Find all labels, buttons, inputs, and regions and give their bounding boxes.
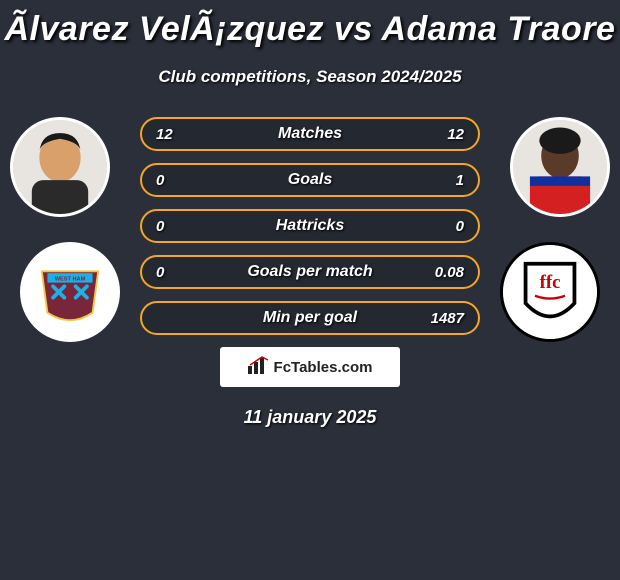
stats-list: 12 Matches 12 0 Goals 1 0 Hattricks 0 0 … <box>140 117 480 335</box>
club-right-badge: ffc <box>500 242 600 342</box>
page-title: Ãlvarez VelÃ¡zquez vs Adama Traore <box>0 0 620 49</box>
stat-label: Hattricks <box>276 217 344 235</box>
player-left-avatar <box>10 117 110 217</box>
stat-value-right: 1487 <box>431 310 464 327</box>
stat-value-left: 0 <box>156 172 164 189</box>
comparison-date: 11 january 2025 <box>0 407 620 428</box>
stat-row: 12 Matches 12 <box>140 117 480 151</box>
player-right-image <box>513 120 607 214</box>
player-right-avatar <box>510 117 610 217</box>
stat-value-right: 0.08 <box>435 264 464 281</box>
stat-value-right: 1 <box>456 172 464 189</box>
logo-text: FcTables.com <box>274 359 373 376</box>
stat-row: 0 Goals per match 0.08 <box>140 255 480 289</box>
stat-row: 0 Goals 1 <box>140 163 480 197</box>
stat-value-left: 0 <box>156 218 164 235</box>
stat-row: 0 Hattricks 0 <box>140 209 480 243</box>
stat-value-right: 12 <box>447 126 464 143</box>
fulham-badge-icon: ffc <box>503 245 597 339</box>
stat-label: Min per goal <box>263 309 357 327</box>
bar-chart-icon <box>248 356 270 378</box>
svg-text:ffc: ffc <box>540 272 561 293</box>
stat-row: Min per goal 1487 <box>140 301 480 335</box>
comparison-content: WEST HAM ffc 12 Matches 12 0 Goals 1 0 H… <box>0 117 620 428</box>
stat-label: Goals per match <box>247 263 372 281</box>
subtitle: Club competitions, Season 2024/2025 <box>0 67 620 87</box>
stat-label: Goals <box>288 171 332 189</box>
stat-value-left: 12 <box>156 126 173 143</box>
player-left-image <box>13 120 107 214</box>
club-left-badge: WEST HAM <box>20 242 120 342</box>
stat-label: Matches <box>278 125 342 143</box>
stat-value-right: 0 <box>456 218 464 235</box>
west-ham-badge-icon: WEST HAM <box>23 245 117 339</box>
fctables-logo-link[interactable]: FcTables.com <box>220 347 400 387</box>
stat-value-left: 0 <box>156 264 164 281</box>
svg-text:WEST HAM: WEST HAM <box>55 277 86 283</box>
